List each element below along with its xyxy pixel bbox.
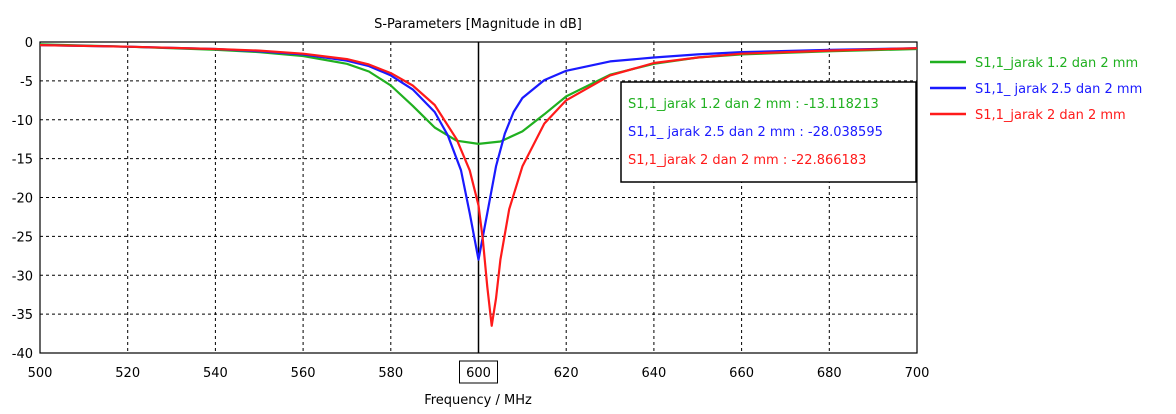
y-tick-label: -5 [20, 75, 33, 90]
annotation-line-1: S1,1_jarak 1.2 dan 2 mm : -13.118213 [628, 97, 879, 112]
legend-label-2: S1,1_ jarak 2.5 dan 2 mm [975, 82, 1142, 97]
y-tick-label: -35 [12, 308, 33, 323]
x-tick-label: 520 [115, 366, 140, 381]
y-tick-label: -10 [12, 114, 33, 129]
y-tick-label: -15 [12, 153, 33, 168]
x-tick-label: 620 [554, 366, 579, 381]
y-tick-label: -40 [12, 347, 33, 362]
x-tick-label: 700 [905, 366, 930, 381]
x-tick-label: 660 [729, 366, 754, 381]
x-tick-label: 560 [291, 366, 316, 381]
x-tick-label: 500 [28, 366, 53, 381]
x-axis-ticks: 500 520 540 560 580 600 620 640 660 680 700 [28, 360, 930, 384]
y-axis-ticks: 0 -5 -10 -15 -20 -25 -30 -35 -40 [12, 36, 33, 362]
series-lines [39, 43, 918, 327]
x-axis-label: Frequency / MHz [424, 393, 532, 408]
x-tick-highlight-box[interactable] [459, 360, 498, 384]
chart-title: S-Parameters [Magnitude in dB] [374, 17, 582, 32]
marker-annotation-box [620, 81, 917, 183]
x-tick-label: 640 [641, 366, 666, 381]
x-tick-label: 600 [466, 366, 491, 381]
legend: S1,1_jarak 1.2 dan 2 mm S1,1_ jarak 2.5 d… [930, 56, 1142, 123]
annotation-line-2: S1,1_ jarak 2.5 dan 2 mm : -28.038595 [628, 125, 883, 140]
y-tick-label: -20 [12, 192, 33, 207]
series-line-3 [39, 44, 918, 327]
x-tick-label: 540 [203, 366, 228, 381]
legend-label-1: S1,1_jarak 1.2 dan 2 mm [975, 56, 1138, 71]
legend-label-3: S1,1_jarak 2 dan 2 mm [975, 108, 1126, 123]
marker-annotation-lines: S1,1_jarak 1.2 dan 2 mm : -13.118213 S1,1… [628, 97, 883, 168]
y-tick-label: 0 [25, 36, 33, 51]
annotation-line-3: S1,1_jarak 2 dan 2 mm : -22.866183 [628, 153, 866, 168]
x-tick-label: 680 [817, 366, 842, 381]
y-tick-label: -30 [12, 269, 33, 284]
x-tick-label: 580 [378, 366, 403, 381]
y-tick-label: -25 [12, 230, 33, 245]
